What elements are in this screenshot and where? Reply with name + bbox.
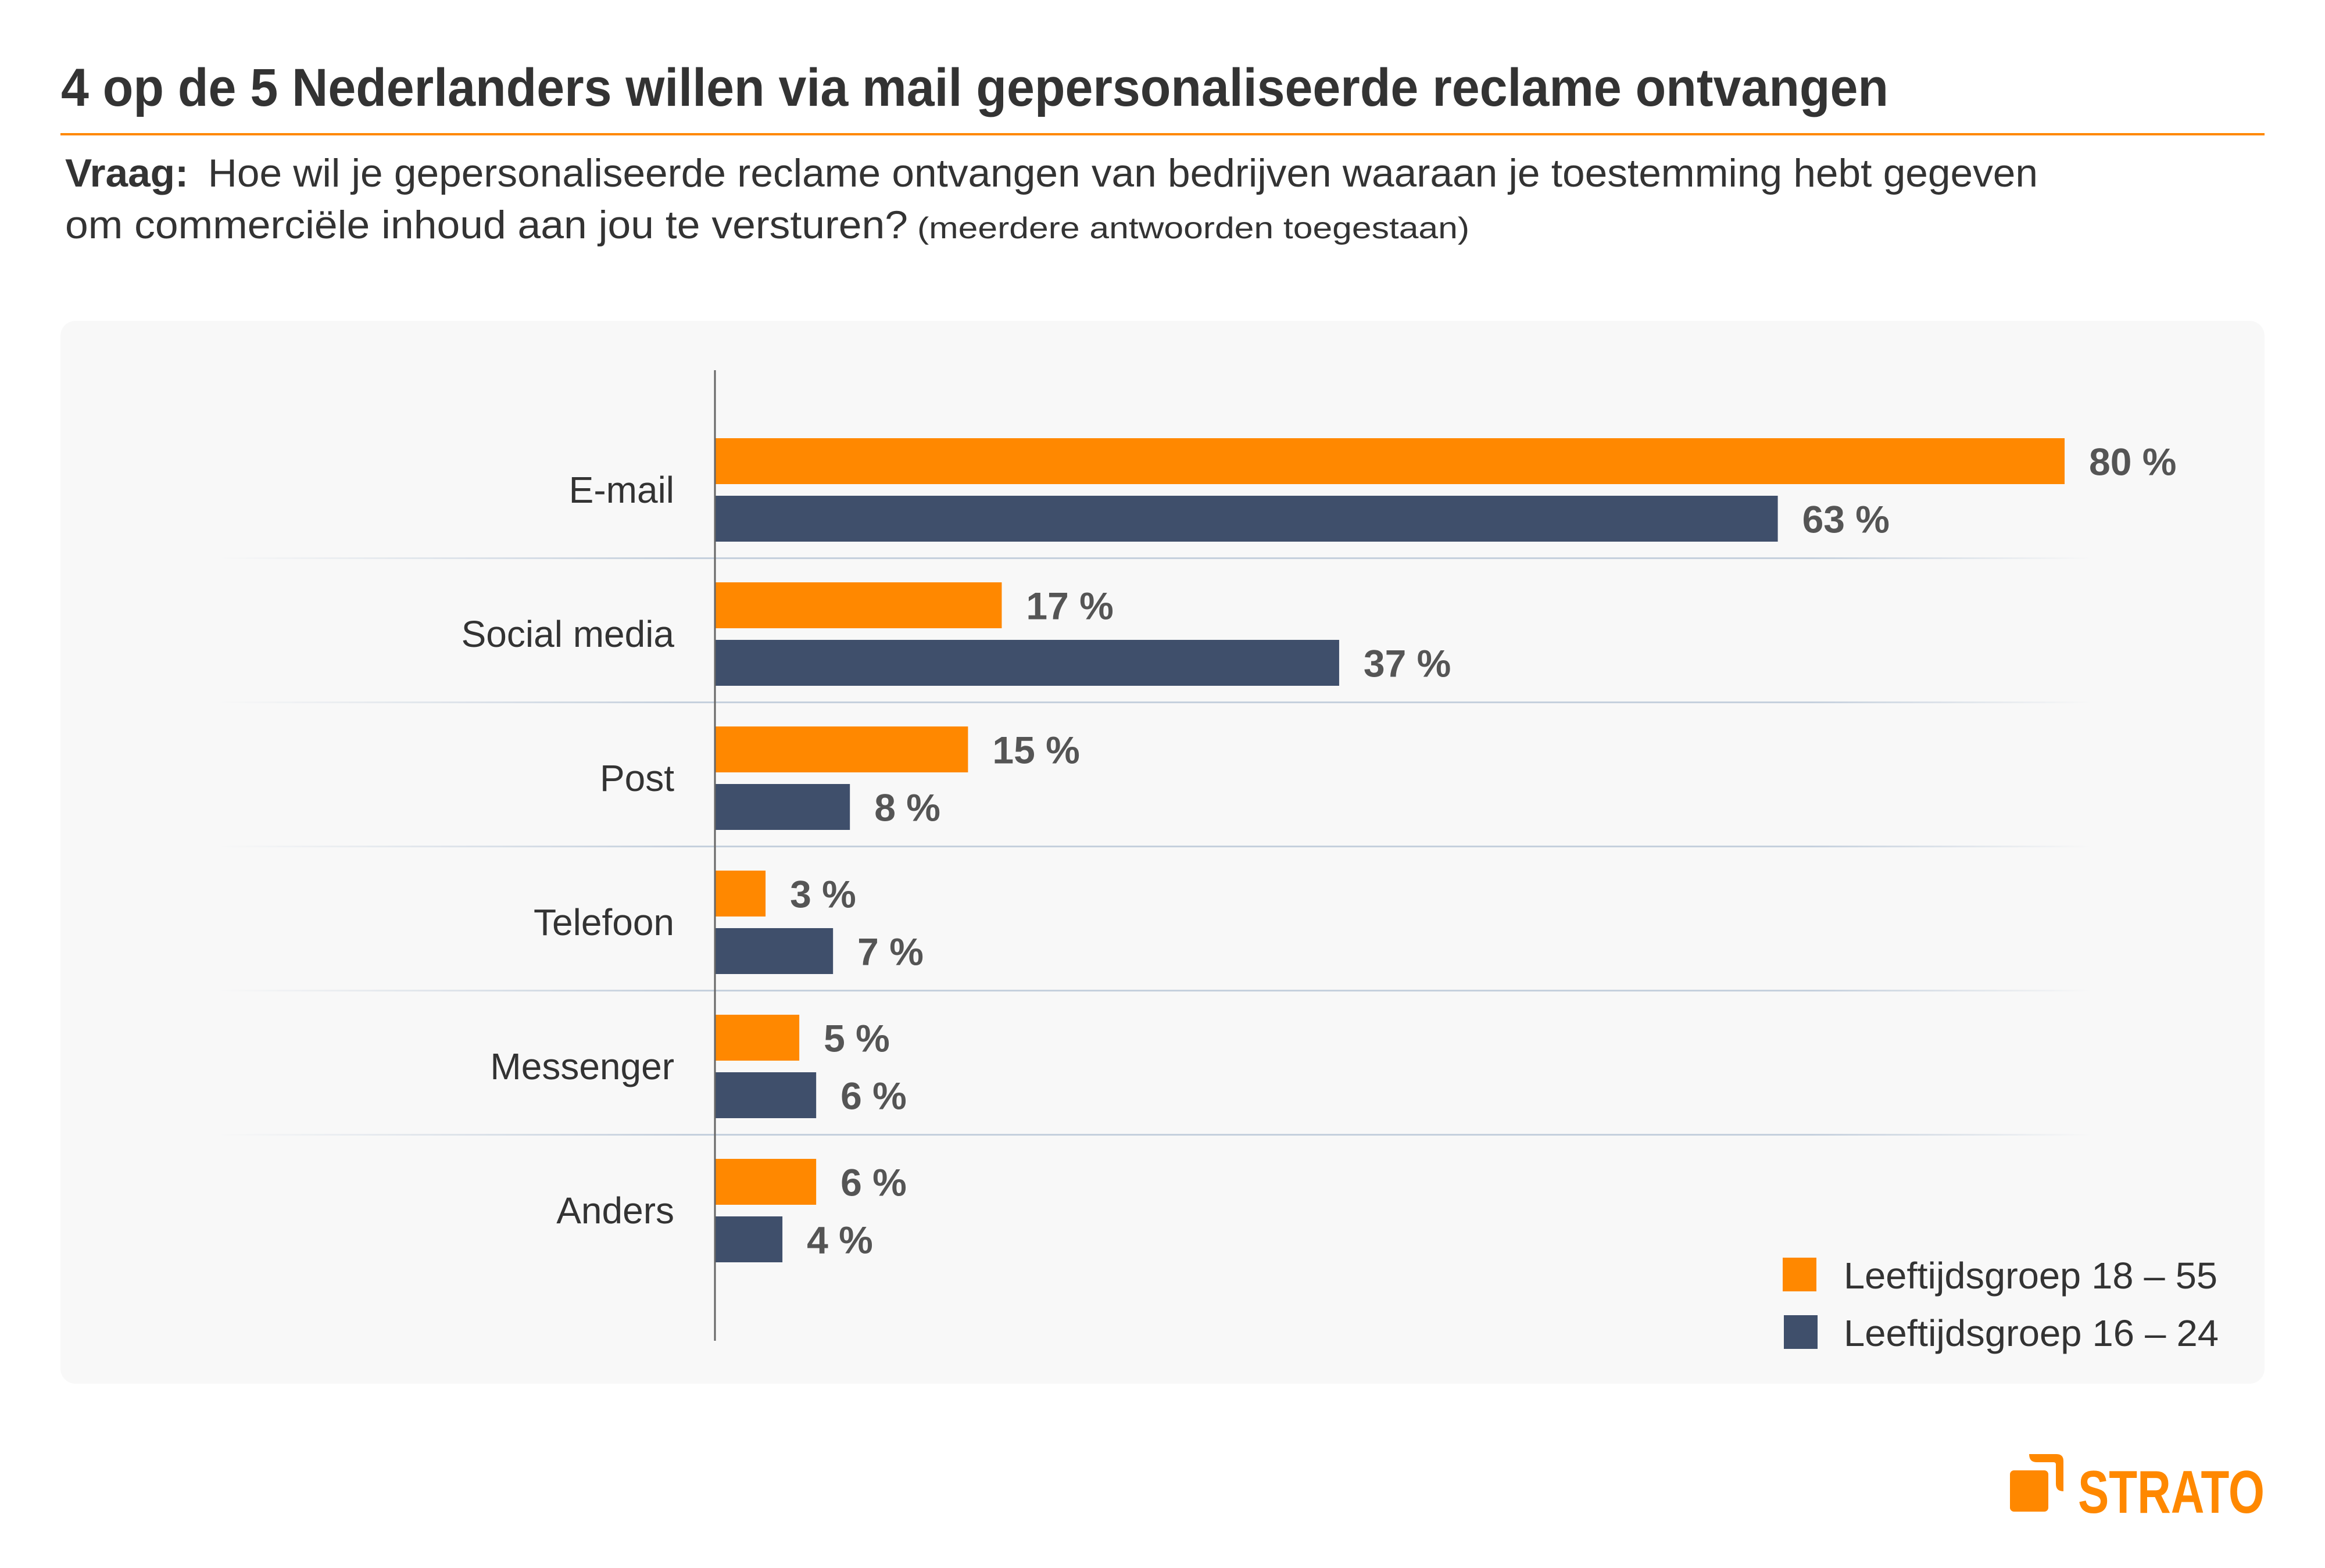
bar-messenger-series-1[interactable] (715, 1015, 800, 1061)
category-label-social-media: Social media (462, 613, 675, 655)
value-label-e-mail-series-1: 80 % (2089, 441, 2176, 484)
bar-e-mail-series-1[interactable] (715, 438, 2065, 484)
category-label-e-mail: E-mail (569, 469, 674, 511)
category-labels: E-mail Social media Post Telefoon Messenger A… (462, 469, 675, 1232)
value-label-post-series-2: 8 % (874, 786, 940, 829)
legend-item-18-55[interactable]: Leeftijdsgroep 18 – 55 (1783, 1255, 2217, 1297)
category-separator (215, 1134, 2092, 1136)
strato-square-bracket-icon (2010, 1454, 2063, 1512)
bar-messenger-series-2[interactable] (715, 1072, 817, 1118)
legend-swatch-orange (1783, 1258, 1816, 1291)
value-label-social-media-series-1: 17 % (1026, 585, 1113, 628)
category-label-telefoon: Telefoon (534, 901, 674, 943)
legend-label-16-24: Leeftijdsgroep 16 – 24 (1844, 1312, 2219, 1354)
question-note: (meerdere antwoorden toegestaan) (917, 212, 1469, 245)
value-label-anders-series-2: 4 % (807, 1219, 873, 1262)
value-label-telefoon-series-2: 7 % (857, 930, 924, 973)
category-separator (215, 990, 2092, 991)
value-label-messenger-series-1: 5 % (824, 1017, 890, 1060)
legend-label-18-55: Leeftijdsgroep 18 – 55 (1844, 1255, 2217, 1297)
value-label-telefoon-series-1: 3 % (790, 873, 856, 916)
question-label: Vraag: (65, 151, 188, 195)
question-line-1: Vraag: Hoe wil je gepersonaliseerde recl… (65, 151, 2038, 195)
chart-panel (60, 321, 2265, 1384)
category-separators (215, 557, 2092, 1136)
category-label-anders: Anders (556, 1190, 674, 1232)
value-label-social-media-series-2: 37 % (1364, 642, 1451, 685)
category-separator (215, 557, 2092, 559)
value-label-e-mail-series-2: 63 % (1802, 498, 1890, 541)
bar-anders-series-1[interactable] (715, 1159, 817, 1205)
bar-social-media-series-2[interactable] (715, 640, 1339, 686)
value-labels: 80 % 63 % 17 % 37 % 15 % 8 % 3 %7 % 5 % 6 % 6 % 4 … (790, 441, 2176, 1262)
question-line-2: om commerciële inhoud aan jou te verstur… (65, 203, 908, 247)
bar-post-series-1[interactable] (715, 726, 968, 772)
legend-swatch-navy (1784, 1315, 1818, 1349)
bars (715, 438, 2065, 1262)
legend: Leeftijdsgroep 18 – 55 Leeftijdsgroep 16… (1783, 1255, 2219, 1354)
category-label-post: Post (600, 757, 674, 799)
legend-item-16-24[interactable]: Leeftijdsgroep 16 – 24 (1784, 1312, 2219, 1354)
category-separator (215, 701, 2092, 703)
category-label-messenger: Messenger (490, 1046, 674, 1087)
chart-title: 4 op de 5 Nederlanders willen via mail g… (61, 58, 1888, 117)
bar-post-series-2[interactable] (715, 784, 850, 830)
bar-e-mail-series-2[interactable] (715, 496, 1778, 542)
value-label-post-series-1: 15 % (992, 729, 1079, 772)
bar-telefoon-series-2[interactable] (715, 928, 834, 974)
bar-social-media-series-1[interactable] (715, 582, 1002, 628)
title-underline (60, 133, 2265, 135)
value-label-messenger-series-2: 6 % (840, 1075, 907, 1118)
category-separator (215, 846, 2092, 847)
bar-anders-series-2[interactable] (715, 1216, 783, 1262)
question-text-1: Hoe wil je gepersonaliseerde reclame ont… (208, 151, 2038, 195)
strato-wordmark: STRATO (2078, 1459, 2265, 1526)
strato-logo: STRATO (2010, 1454, 2265, 1526)
bar-telefoon-series-1[interactable] (715, 871, 766, 917)
value-label-anders-series-1: 6 % (840, 1161, 907, 1204)
